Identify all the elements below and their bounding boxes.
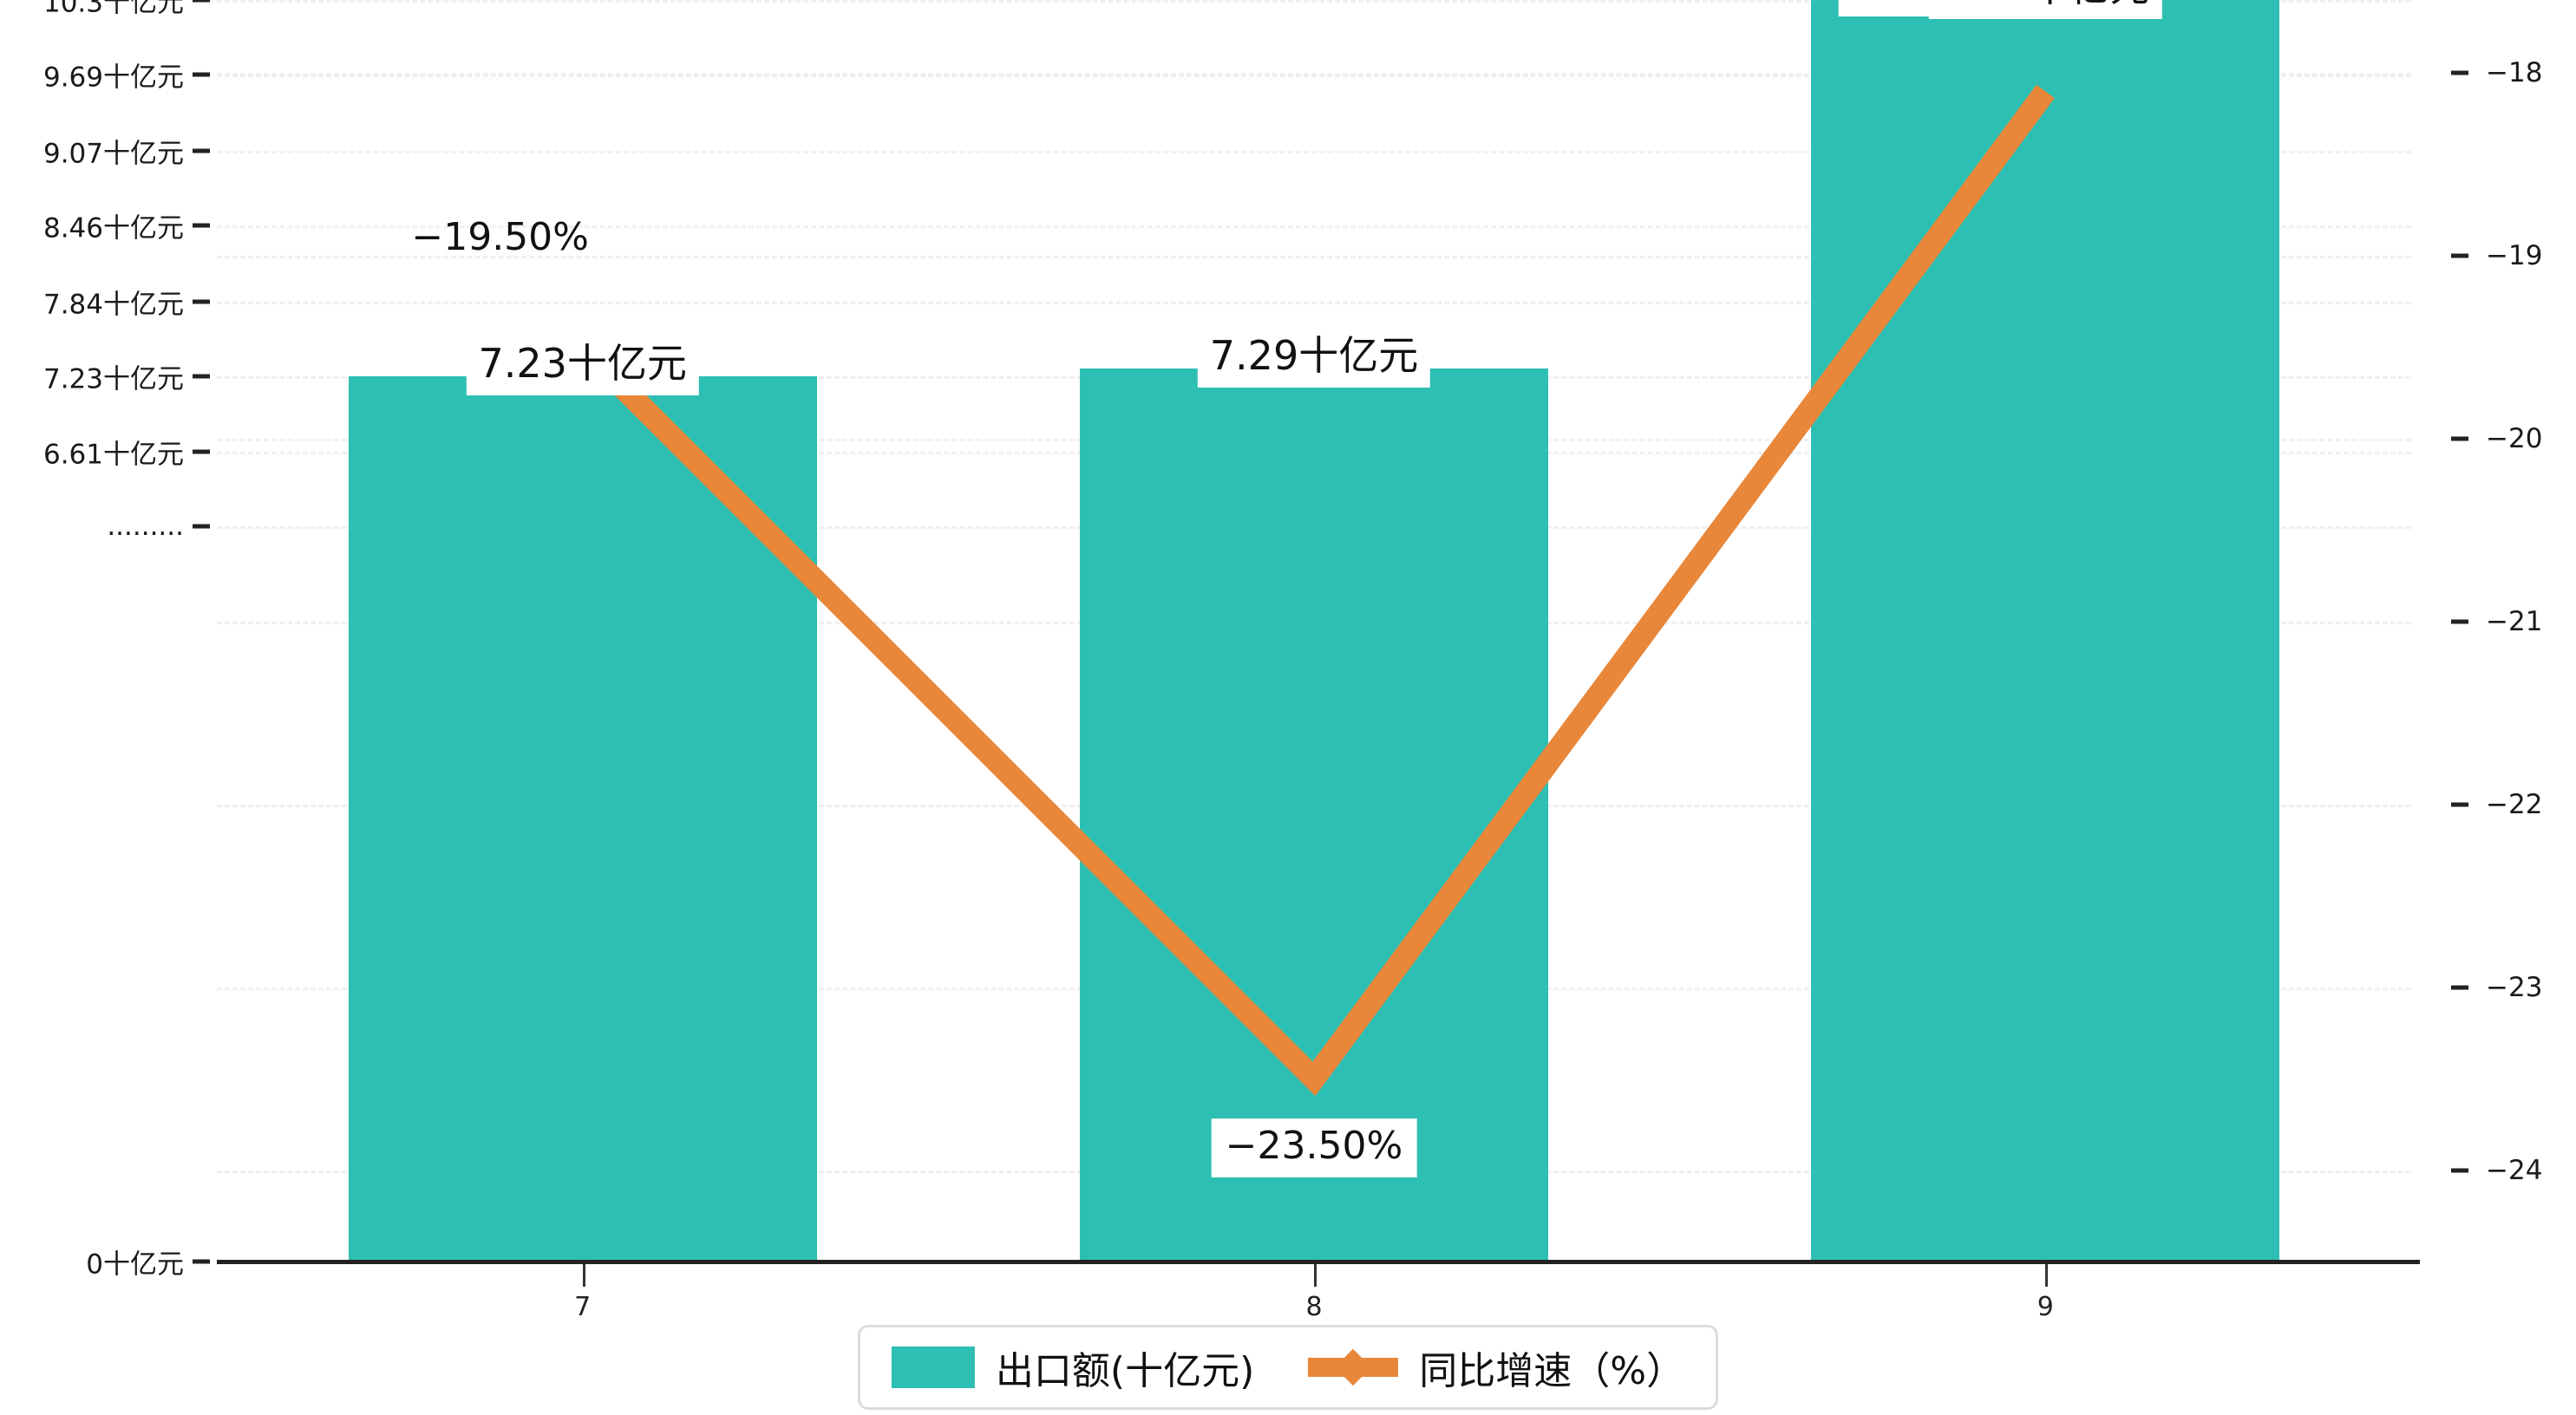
x-tick-mark: [1314, 1264, 1317, 1287]
left-y-tick-label: .........: [107, 511, 184, 543]
right-y-tick-label: −18: [2486, 57, 2543, 89]
x-tick-label: 7: [574, 1292, 592, 1322]
line-value-label: −19.50%: [411, 214, 589, 259]
gridline: [217, 225, 2411, 228]
right-y-tick-label: −22: [2486, 788, 2543, 820]
left-y-tick-label: 6.61十亿元: [42, 439, 184, 471]
line-series-svg: [574, 84, 2055, 1096]
right-y-tick-mark: [2451, 436, 2468, 441]
bar-value-label: 7.23十亿元: [466, 334, 699, 395]
bar-value-label: 7.29十亿元: [1197, 327, 1431, 388]
bar-swatch-icon: [891, 1347, 975, 1388]
x-tick-label: 9: [2037, 1292, 2054, 1322]
legend-item-label: 同比增速（%）: [1419, 1349, 1685, 1393]
bar-9[interactable]: [1811, 0, 2280, 1262]
left-y-tick-label: 9.07十亿元: [42, 138, 184, 170]
x-tick-mark: [582, 1264, 585, 1287]
plot-area: [217, 0, 2411, 1262]
gridline: [217, 75, 2411, 78]
gridline: [217, 301, 2411, 304]
left-y-tick-label: 8.46十亿元: [42, 212, 184, 245]
right-y-tick-mark: [2451, 619, 2468, 624]
right-y-tick-label: −24: [2486, 1154, 2543, 1186]
line-swatch-marker-icon: [1335, 1348, 1372, 1386]
legend-item-label: 出口额(十亿元): [995, 1349, 1255, 1393]
left-y-tick-mark: [193, 0, 210, 3]
right-y-tick-label: −23: [2486, 971, 2543, 1003]
right-y-tick-mark: [2451, 70, 2468, 75]
line-swatch-icon: [1308, 1347, 1399, 1388]
left-y-tick-mark: [193, 148, 210, 153]
gridline: [217, 73, 2411, 76]
left-y-tick-mark: [193, 299, 210, 303]
right-y-tick-mark: [2451, 802, 2468, 807]
gridline: [217, 256, 2411, 259]
legend-item-export-value[interactable]: 出口额(十亿元): [891, 1340, 1255, 1395]
left-y-tick-mark: [193, 524, 210, 529]
legend-item-growth-rate[interactable]: 同比增速（%）: [1308, 1340, 1684, 1395]
right-y-tick-label: −19: [2486, 240, 2543, 272]
right-y-tick-label: −21: [2486, 605, 2543, 637]
growth-line-path: [574, 84, 2055, 1096]
x-tick-mark: [2045, 1264, 2049, 1287]
line-value-label: −23.50%: [1211, 1118, 1417, 1178]
left-y-tick-label: 7.84十亿元: [42, 289, 184, 320]
gridline: [217, 150, 2411, 153]
line-value-label: −18.10%: [1839, 0, 2044, 17]
bar-8[interactable]: [1080, 368, 1548, 1262]
right-y-tick-mark: [2451, 1168, 2468, 1173]
left-y-tick-label: 10.3十亿元: [42, 0, 184, 19]
left-y-tick-label: 7.23十亿元: [42, 363, 184, 395]
left-y-tick-mark: [193, 223, 210, 228]
x-tick-label: 8: [1305, 1292, 1323, 1322]
right-y-tick-label: −20: [2486, 423, 2543, 455]
left-y-tick-mark: [193, 1259, 210, 1264]
left-y-tick-label: 0十亿元: [86, 1249, 184, 1281]
x-axis-spine: [217, 1260, 2420, 1264]
left-y-tick-mark: [193, 374, 210, 379]
left-y-tick-label: 9.69十亿元: [42, 62, 184, 94]
left-y-tick-mark: [193, 449, 210, 454]
chart-legend[interactable]: 出口额(十亿元) 同比增速（%）: [857, 1325, 1719, 1410]
left-y-tick-mark: [193, 72, 210, 77]
bar-7[interactable]: [348, 375, 817, 1262]
gridline: [217, 0, 2411, 3]
right-y-tick-mark: [2451, 985, 2468, 990]
right-y-tick-mark: [2451, 253, 2468, 258]
